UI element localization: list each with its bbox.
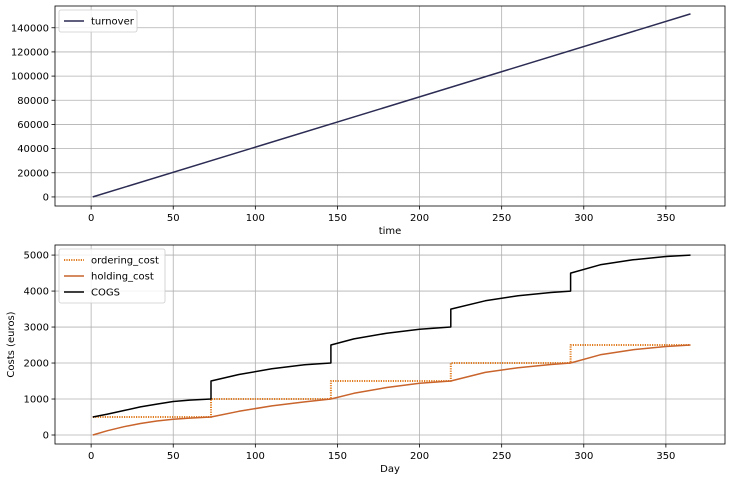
legend-label-holding-cost: holding_cost	[91, 272, 154, 283]
plot-frame	[54, 5, 726, 207]
legend-label-turnover: turnover	[91, 17, 135, 28]
x-tick-label: 300	[574, 451, 593, 462]
x-tick-label: 350	[656, 451, 675, 462]
y-axis-label: Costs (euros)	[6, 311, 17, 377]
legend-box	[58, 248, 166, 304]
x-tick-label: 0	[88, 451, 94, 462]
x-tick-label: 50	[167, 213, 180, 224]
x-tick-label: 0	[88, 213, 94, 224]
legend: ordering_cost holding_cost COGS	[58, 248, 166, 304]
y-tick-label: 20000	[17, 168, 49, 179]
legend-label-ordering-cost: ordering_cost	[91, 256, 159, 267]
x-tick-label: 150	[328, 451, 347, 462]
x-tick-label: 250	[492, 451, 511, 462]
x-tick-label: 200	[410, 451, 429, 462]
x-tick-label: 50	[167, 451, 180, 462]
x-tick-label: 250	[492, 213, 511, 224]
x-tick-label: 350	[656, 213, 675, 224]
y-tick-label: 0	[43, 431, 49, 442]
x-tick-label: 200	[410, 213, 429, 224]
y-tick-label: 2000	[24, 359, 49, 370]
y-tick-label: 100000	[11, 72, 49, 83]
y-tick-label: 3000	[24, 323, 49, 334]
series-line-turnover	[92, 13, 691, 198]
y-tick-label: 40000	[17, 144, 49, 155]
y-tick-label: 4000	[24, 287, 49, 298]
x-tick-label: 100	[246, 213, 265, 224]
x-tick-label: 150	[328, 213, 347, 224]
y-tick-label: 60000	[17, 120, 49, 131]
plot-frame	[54, 244, 726, 445]
y-tick-label: 120000	[11, 47, 49, 58]
series-line-COGS	[92, 254, 691, 418]
series-line-ordering-cost	[92, 344, 691, 418]
x-axis-label: time	[379, 226, 402, 237]
legend-box	[58, 9, 138, 33]
x-tick-label: 100	[246, 451, 265, 462]
legend-label-COGS: COGS	[91, 288, 120, 299]
y-tick-label: 5000	[24, 251, 49, 262]
chart-2: 0 50 100 150 200 250 300 350 0 1000 2000 3000 4000 50…	[6, 244, 726, 475]
x-tick-label: 300	[574, 213, 593, 224]
chart-1: 0 50 100 150 200 250 300 350 0 20000 40000 60000 800…	[11, 5, 726, 237]
y-tick-label: 0	[43, 192, 49, 203]
y-tick-label: 140000	[11, 23, 49, 34]
y-tick-label: 1000	[24, 395, 49, 406]
legend: turnover	[58, 9, 138, 33]
series-line-holding-cost	[92, 344, 691, 436]
x-axis-label: Day	[380, 464, 400, 475]
y-tick-label: 80000	[17, 96, 49, 107]
